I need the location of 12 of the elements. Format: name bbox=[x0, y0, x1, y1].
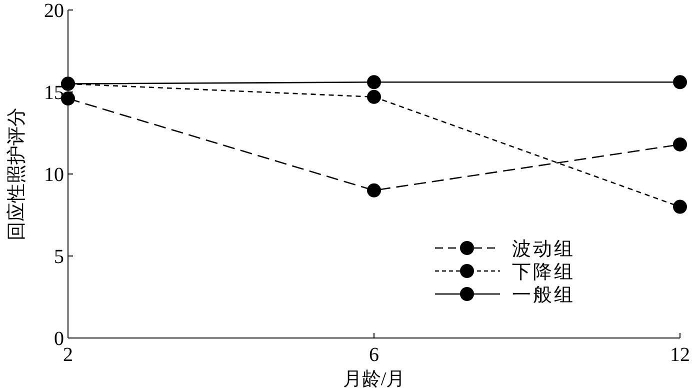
x-tick-label: 12 bbox=[670, 344, 690, 366]
legend-label: 波动组 bbox=[512, 239, 575, 260]
legend-label: 一般组 bbox=[512, 285, 575, 306]
y-axis-title: 回应性照护评分 bbox=[6, 108, 28, 240]
y-tick-label: 5 bbox=[54, 246, 64, 268]
x-tick-label: 2 bbox=[63, 344, 73, 366]
y-tick-label: 0 bbox=[54, 328, 64, 350]
x-tick-label: 6 bbox=[369, 344, 379, 366]
y-tick-label: 10 bbox=[44, 164, 64, 186]
x-axis-title: 月龄/月 bbox=[342, 369, 406, 389]
y-tick-label: 20 bbox=[44, 0, 64, 22]
legend-label: 下降组 bbox=[512, 262, 575, 283]
